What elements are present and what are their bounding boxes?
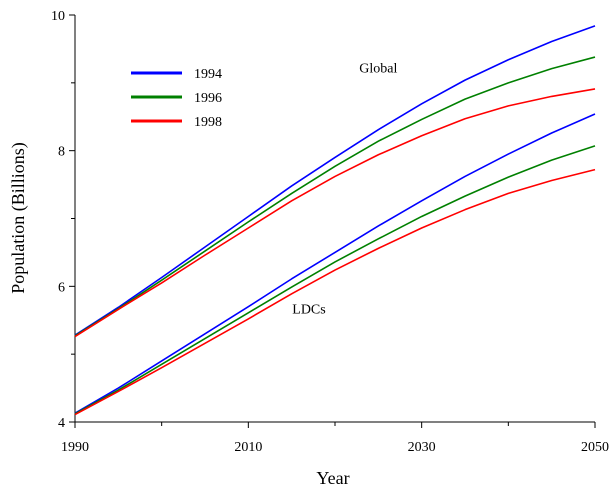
y-tick-label: 6 (58, 280, 65, 295)
y-axis-title: Population (Billions) (8, 142, 29, 294)
legend-label-1994: 1994 (194, 67, 222, 82)
annotation-ldcs: LDCs (292, 302, 325, 317)
x-tick-label: 2050 (581, 440, 609, 455)
x-tick-label: 2010 (234, 440, 262, 455)
y-tick-label: 10 (51, 9, 65, 24)
annotations: Global LDCs (292, 62, 397, 318)
series-line-ldcs-1994 (74, 113, 596, 414)
series-line-ldcs-1998 (74, 168, 596, 416)
legend-label-1996: 1996 (194, 91, 222, 106)
x-tick-label: 1990 (61, 440, 89, 455)
axes: 4 6 8 10 1990 2010 2030 2050 (51, 9, 609, 455)
y-tick-label: 4 (58, 416, 65, 431)
series-lines (74, 25, 596, 416)
legend-label-1998: 1998 (194, 115, 222, 130)
annotation-global: Global (359, 62, 397, 77)
legend: 1994 1996 1998 (131, 67, 222, 130)
series-line-global-1996 (74, 56, 596, 337)
x-tick-label: 2030 (408, 440, 436, 455)
series-line-global-1998 (74, 88, 596, 338)
x-axis-title: Year (316, 468, 349, 488)
series-line-global-1994 (74, 25, 596, 336)
y-tick-label: 8 (58, 145, 65, 160)
series-line-ldcs-1996 (74, 145, 596, 415)
